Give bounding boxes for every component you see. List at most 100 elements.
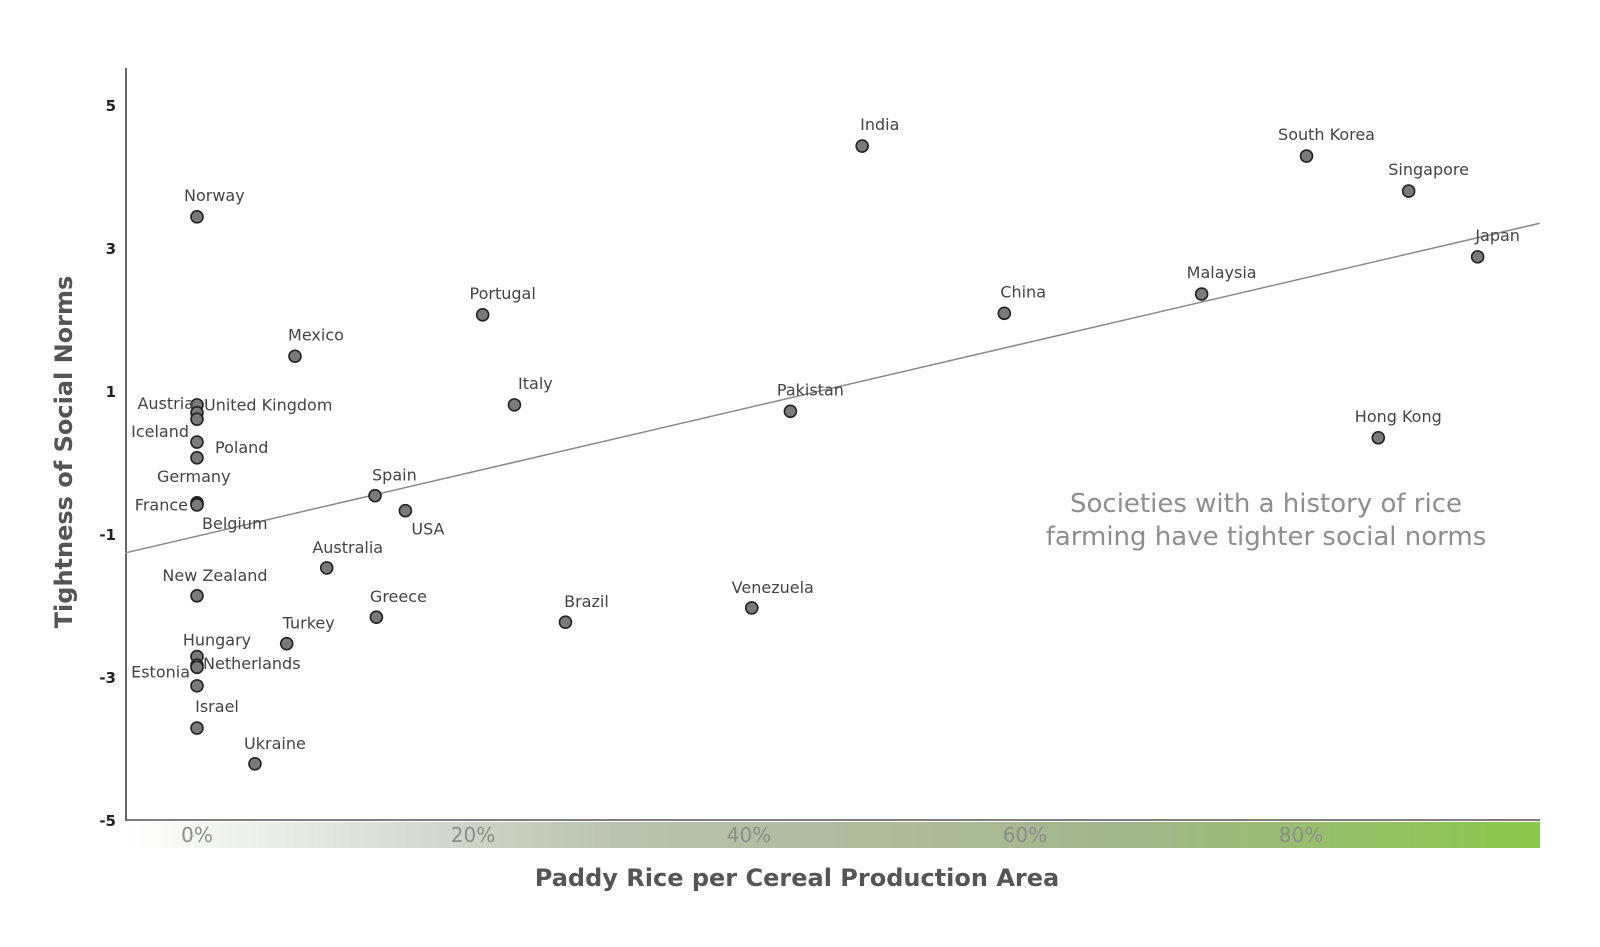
data-point[interactable]: Poland [190,438,268,465]
x-tick-label: 80% [1279,823,1323,847]
data-points: Norway India South Korea Singapore Japan Mala… [131,115,1520,771]
data-point[interactable]: Turkey [279,614,335,651]
y-tick-label: -5 [99,812,116,830]
data-point[interactable]: United Kingdom [190,396,332,420]
data-point[interactable]: Estonia [131,660,204,681]
trend-line [125,222,1540,554]
point-label: India [860,115,899,134]
data-point[interactable]: USA [398,503,445,539]
data-point[interactable]: Iceland [131,422,204,449]
point-marker[interactable] [190,721,204,735]
data-point[interactable]: Italy [507,374,553,412]
data-point[interactable]: Mexico [288,325,344,364]
point-marker[interactable] [190,588,204,603]
data-point[interactable] [190,679,204,693]
y-tick-labels: 5 3 1 -1 -3 -5 [99,97,116,830]
point-label: China [1000,282,1046,301]
point-label: Australia [312,538,383,557]
point-marker[interactable] [1371,430,1386,445]
data-point[interactable]: Hong Kong [1355,407,1442,445]
data-point[interactable]: Malaysia [1187,263,1257,301]
data-point[interactable]: Australia [312,538,383,575]
point-label: Singapore [1388,160,1469,179]
point-marker[interactable] [997,306,1012,321]
data-point[interactable]: Brazil [558,592,609,630]
point-marker[interactable] [744,601,759,615]
point-marker[interactable] [190,435,204,449]
point-label: Hong Kong [1355,407,1442,426]
point-label: Brazil [564,592,609,611]
point-label: Estonia [131,662,190,681]
data-point[interactable]: Norway [184,186,245,224]
annotation-text: Societies with a history of rice farming … [1046,489,1487,552]
point-label: Venezuela [732,578,814,597]
point-marker[interactable] [783,404,798,419]
point-marker[interactable] [319,561,334,575]
point-marker[interactable] [1194,287,1209,301]
point-label: Iceland [131,422,189,441]
point-marker[interactable] [279,636,294,651]
point-label: Spain [372,466,417,485]
point-marker[interactable] [369,610,384,625]
x-tick-labels: 0% 20% 40% 60% 80% [181,823,1323,847]
x-tick-label: 40% [727,823,771,847]
y-tick-label: 5 [106,97,116,115]
point-marker[interactable] [855,139,869,153]
data-point[interactable]: Singapore [1388,160,1469,198]
data-point[interactable]: Pakistan [777,380,844,419]
point-label: Norway [184,186,245,205]
data-point[interactable]: Spain [368,466,417,503]
point-marker[interactable] [1401,184,1416,198]
point-label: Malaysia [1187,263,1257,282]
point-label: Germany [157,467,231,486]
data-point[interactable]: Japan [1470,226,1520,264]
point-marker[interactable] [190,412,204,426]
data-point[interactable]: Belgium [190,498,268,533]
point-marker[interactable] [1299,149,1314,163]
point-marker[interactable] [190,450,204,465]
point-label: Ukraine [244,734,306,753]
data-point[interactable] [190,412,204,426]
point-label: France [135,495,188,514]
point-label: Portugal [470,284,536,303]
point-marker[interactable] [475,307,490,322]
point-marker[interactable] [190,210,204,224]
y-tick-label: -1 [99,526,116,544]
point-label: Austria [137,394,194,413]
point-marker[interactable] [248,756,262,771]
point-label: Greece [370,587,427,606]
point-label: Poland [215,438,268,457]
x-axis-title: Paddy Rice per Cereal Production Area [535,864,1059,892]
x-tick-label: 60% [1003,823,1047,847]
data-point[interactable]: Israel [190,697,239,735]
point-marker[interactable] [288,349,302,364]
data-point[interactable]: Portugal [470,284,536,322]
data-point[interactable]: New Zealand [162,566,268,603]
data-point[interactable]: Ukraine [244,734,306,771]
y-axis-title: Tightness of Social Norms [50,276,78,629]
point-label: Hungary [183,631,251,650]
point-marker[interactable] [398,503,413,518]
data-point[interactable]: Venezuela [732,578,814,615]
point-marker[interactable] [368,488,382,503]
data-point[interactable]: South Korea [1278,125,1375,163]
point-marker[interactable] [1470,250,1485,264]
point-marker[interactable] [507,398,522,412]
point-label: Belgium [202,514,268,533]
y-tick-label: -3 [99,669,116,687]
data-point[interactable]: Netherlands [190,654,301,673]
data-point[interactable]: Greece [369,587,427,625]
x-tick-label: 0% [181,823,213,847]
x-tick-label: 20% [451,823,495,847]
data-point[interactable]: China [997,282,1046,321]
point-label: Turkey [282,614,335,633]
point-label: South Korea [1278,125,1375,144]
point-marker[interactable] [190,679,204,693]
point-marker[interactable] [558,615,573,630]
annotation-line: farming have tighter social norms [1046,522,1487,552]
data-point[interactable]: India [855,115,899,153]
point-marker[interactable] [190,498,204,512]
point-label: New Zealand [162,566,267,585]
point-label: Israel [195,697,239,716]
point-marker[interactable] [190,660,204,675]
